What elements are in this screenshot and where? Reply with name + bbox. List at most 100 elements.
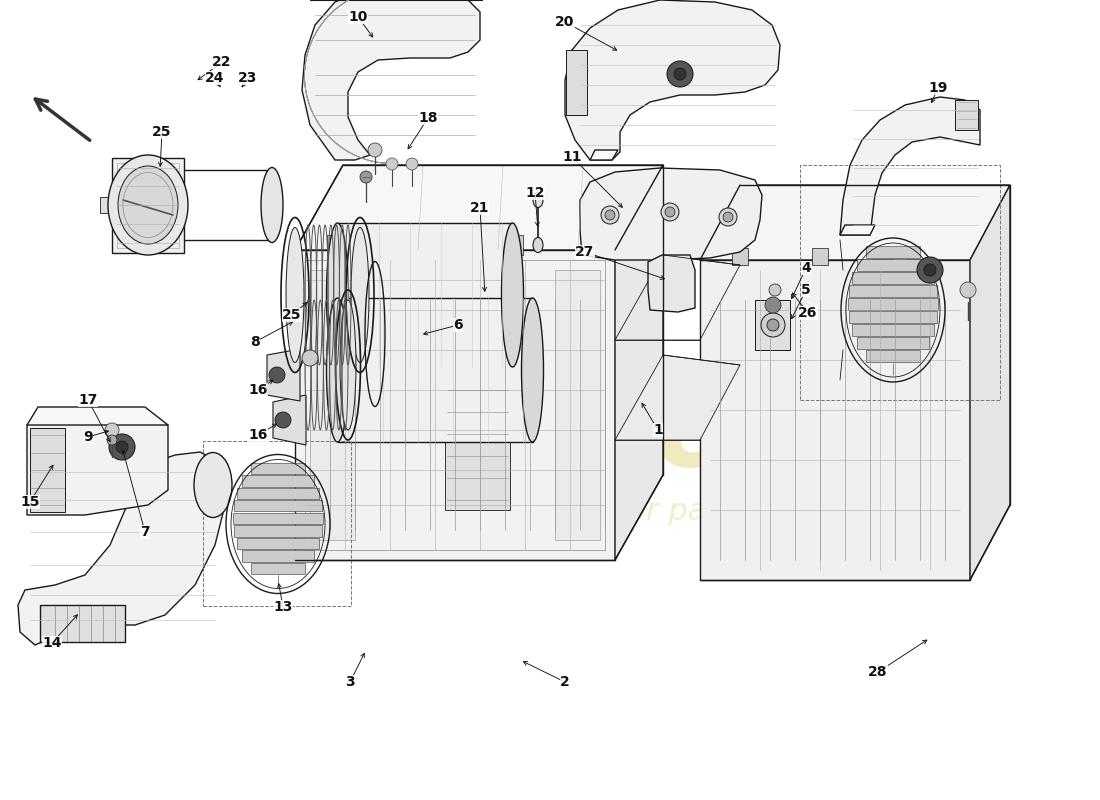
Ellipse shape [534,193,543,207]
Polygon shape [615,165,663,560]
Ellipse shape [502,223,524,367]
Polygon shape [251,562,305,574]
Ellipse shape [286,227,304,362]
Text: 16: 16 [249,428,267,442]
Ellipse shape [340,300,356,430]
Text: 2: 2 [560,675,570,689]
Text: 24: 24 [206,71,224,85]
Circle shape [761,313,785,337]
Polygon shape [446,380,510,510]
Polygon shape [597,235,613,255]
Polygon shape [338,298,532,442]
Text: 22: 22 [212,55,232,69]
Ellipse shape [521,298,543,442]
Text: 23: 23 [239,71,257,85]
Text: 12: 12 [526,186,544,200]
Text: 25: 25 [152,125,172,139]
Polygon shape [234,525,322,537]
Circle shape [666,207,675,217]
Polygon shape [892,248,907,265]
Text: 5: 5 [801,283,811,297]
Polygon shape [590,150,618,160]
Circle shape [107,435,117,445]
Polygon shape [955,100,978,130]
Polygon shape [648,255,695,312]
Circle shape [109,434,135,460]
Polygon shape [327,235,343,255]
Polygon shape [755,300,790,350]
Text: 17: 17 [78,393,98,407]
Polygon shape [242,550,314,562]
Text: 3: 3 [345,675,355,689]
Text: 27: 27 [575,245,595,259]
Circle shape [302,350,318,366]
Text: 16: 16 [249,383,267,397]
Polygon shape [112,158,184,253]
Polygon shape [851,324,934,336]
Polygon shape [273,395,306,445]
Polygon shape [849,285,937,297]
Circle shape [917,257,943,283]
Polygon shape [267,349,300,401]
Circle shape [116,441,128,453]
Circle shape [406,158,418,170]
Ellipse shape [261,167,283,242]
Polygon shape [507,235,522,255]
Text: 8: 8 [250,335,260,349]
Ellipse shape [118,166,178,244]
Polygon shape [849,311,937,323]
Polygon shape [840,97,980,235]
Polygon shape [407,235,424,255]
Polygon shape [40,605,125,642]
Text: 25: 25 [283,308,301,322]
Circle shape [605,210,615,220]
Text: 1: 1 [653,423,663,437]
Text: 7: 7 [140,525,150,539]
Circle shape [386,158,398,170]
Ellipse shape [327,223,349,367]
Polygon shape [866,350,920,362]
Circle shape [368,143,382,157]
Circle shape [667,61,693,87]
Text: 6: 6 [453,318,463,332]
Polygon shape [18,452,226,645]
Polygon shape [580,168,762,260]
Circle shape [674,68,686,80]
Polygon shape [851,272,934,284]
Circle shape [767,319,779,331]
Polygon shape [295,165,663,250]
Text: 26: 26 [799,306,817,320]
Polygon shape [28,415,168,515]
Polygon shape [866,246,920,258]
Polygon shape [700,185,1010,260]
Text: 4: 4 [801,261,811,275]
Text: 9: 9 [84,430,92,444]
Ellipse shape [351,227,369,362]
Circle shape [924,264,936,276]
Bar [204,441,351,606]
Polygon shape [857,259,929,271]
Polygon shape [565,0,780,160]
Polygon shape [295,250,615,560]
Polygon shape [251,462,305,474]
Ellipse shape [327,298,349,442]
Polygon shape [857,337,929,349]
Text: 14: 14 [42,636,62,650]
Circle shape [275,412,292,428]
Polygon shape [100,197,113,213]
Polygon shape [970,185,1010,580]
Polygon shape [566,50,587,115]
Ellipse shape [108,155,188,255]
Circle shape [601,206,619,224]
Polygon shape [30,428,65,512]
Text: a passion for parts: a passion for parts [462,498,747,526]
Ellipse shape [194,453,232,518]
Text: 15: 15 [20,495,40,509]
Text: 10: 10 [349,10,367,24]
Polygon shape [812,248,828,265]
Circle shape [764,297,781,313]
Text: 19: 19 [928,81,948,95]
Polygon shape [242,475,314,486]
Polygon shape [28,407,168,425]
Text: 20: 20 [556,15,574,29]
